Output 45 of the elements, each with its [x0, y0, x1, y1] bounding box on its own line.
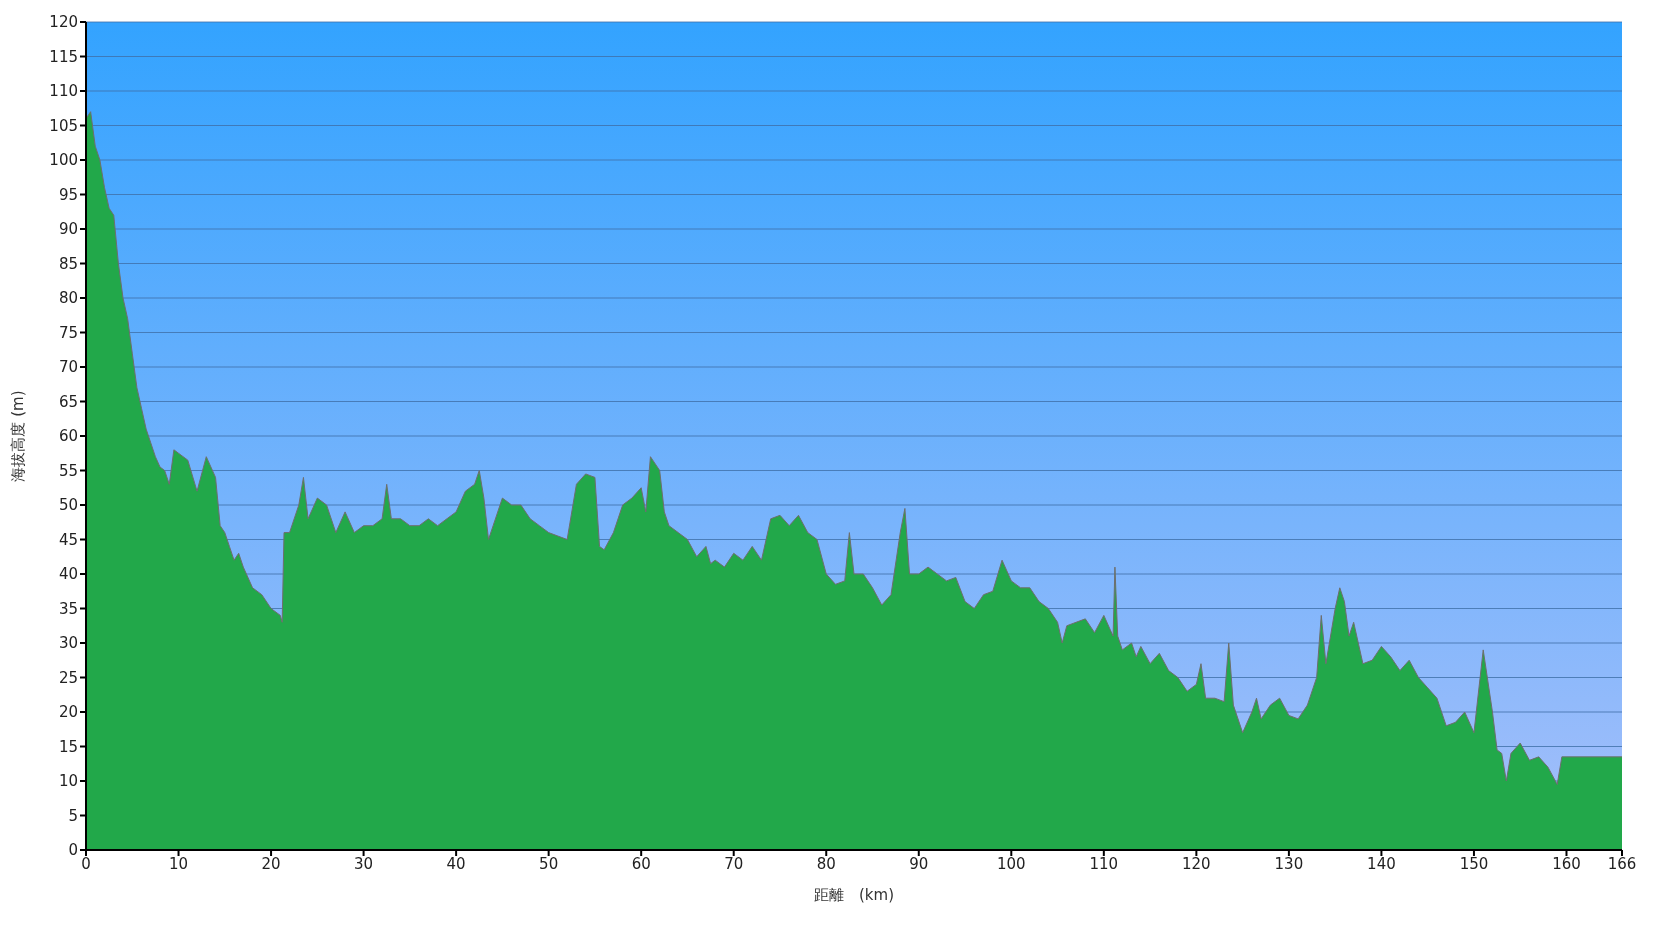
y-tick-label: 80 — [58, 289, 78, 308]
x-tick-label: 50 — [539, 854, 559, 873]
y-tick-label: 120 — [49, 13, 78, 32]
x-tick-label: 90 — [909, 854, 929, 873]
x-tick-label: 110 — [1089, 854, 1119, 873]
x-tick-label: 160 — [1552, 854, 1581, 873]
x-tick-label: 30 — [354, 854, 374, 873]
x-tick-label: 140 — [1367, 854, 1396, 873]
x-tick-label: 100 — [996, 854, 1026, 873]
y-tick-label: 45 — [58, 530, 78, 549]
x-tick-label: 120 — [1182, 854, 1211, 873]
y-tick-label: 60 — [58, 427, 78, 446]
x-tick-label: 130 — [1274, 854, 1304, 873]
x-tick-label: 80 — [816, 854, 836, 873]
y-tick-label: 50 — [58, 496, 78, 515]
x-tick-label: 0 — [81, 854, 91, 873]
y-tick-label: 20 — [58, 703, 78, 722]
y-tick-label: 95 — [58, 185, 78, 204]
y-tick-label: 75 — [58, 323, 78, 342]
x-tick-label: 60 — [631, 854, 651, 873]
y-tick-label: 70 — [58, 358, 78, 377]
y-tick-label: 85 — [58, 254, 78, 273]
y-tick-label: 15 — [58, 737, 78, 756]
y-tick-label: 35 — [58, 599, 78, 618]
y-axis-title: 海拔高度 (m) — [9, 390, 28, 482]
x-tick-label: 166 — [1607, 854, 1637, 873]
y-tick-label: 5 — [68, 806, 78, 825]
x-axis-title: 距離 (km) — [813, 886, 895, 904]
y-tick-label: 105 — [49, 116, 78, 135]
x-tick-label: 70 — [724, 854, 744, 873]
x-tick-label: 20 — [261, 854, 281, 873]
y-tick-label: 10 — [58, 772, 78, 791]
y-tick-label: 115 — [49, 47, 78, 66]
y-tick-label: 40 — [58, 565, 78, 584]
y-tick-label: 0 — [68, 841, 78, 860]
x-tick-label: 150 — [1459, 854, 1489, 873]
y-tick-label: 55 — [58, 461, 78, 480]
y-tick-label: 25 — [58, 668, 78, 687]
x-tick-label: 40 — [446, 854, 466, 873]
y-tick-label: 30 — [58, 634, 78, 653]
y-tick-label: 65 — [58, 392, 78, 411]
y-tick-label: 90 — [58, 220, 78, 239]
x-tick-label: 10 — [168, 854, 189, 873]
y-tick-label: 100 — [49, 151, 78, 170]
y-tick-label: 110 — [49, 82, 78, 101]
